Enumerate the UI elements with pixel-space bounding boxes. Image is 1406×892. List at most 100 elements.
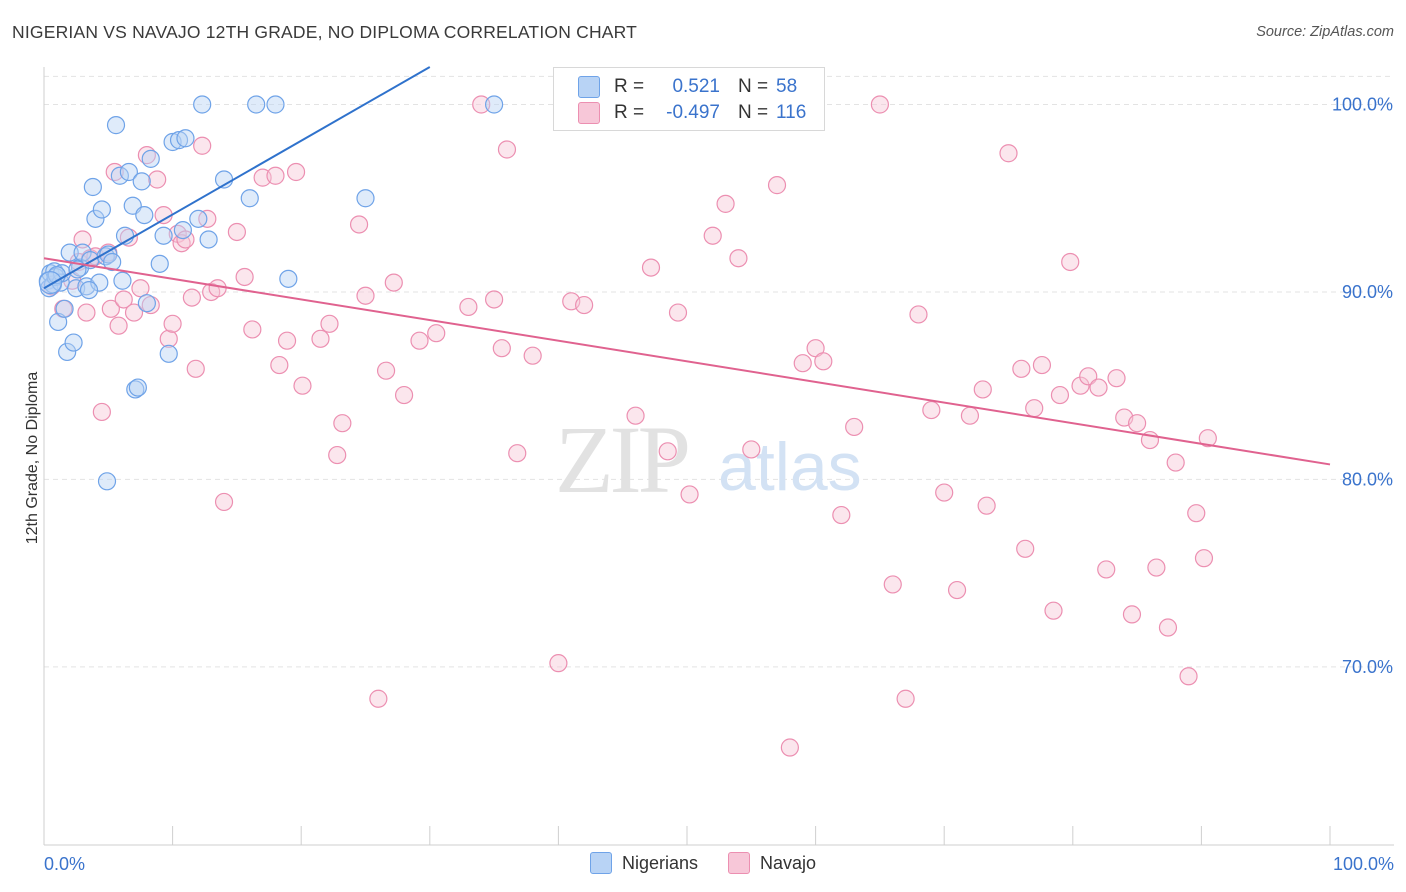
navajo-point: [935, 483, 954, 502]
nigerians-point: [150, 254, 169, 273]
navajo-point: [109, 316, 128, 335]
navajo-point: [883, 575, 902, 594]
navajo-point: [186, 359, 205, 378]
navajo-point: [703, 226, 722, 245]
nigerians-point: [240, 189, 259, 208]
navajo-point: [896, 689, 915, 708]
legend-item-nigerians[interactable]: Nigerians: [589, 852, 698, 874]
navajo-point: [658, 442, 677, 461]
nigerians-point: [103, 252, 122, 272]
navajo-point: [977, 496, 996, 515]
navajo-point: [716, 194, 735, 213]
legend-label-navajo: Navajo: [760, 852, 817, 873]
navajo-point: [208, 279, 227, 298]
nigerians-point: [189, 209, 208, 228]
axes: [43, 67, 1394, 846]
navajo-point: [182, 288, 201, 307]
navajo-point: [485, 290, 504, 309]
navajo-point: [729, 249, 748, 268]
nigerians-point: [86, 209, 105, 228]
navajo-point: [780, 738, 799, 757]
navajo-point: [114, 290, 133, 309]
navajo-point: [960, 406, 980, 425]
nigerians-point: [119, 162, 138, 182]
x-tick-labels: 0.0% 100.0%: [44, 854, 1394, 874]
nigerians-point: [73, 243, 92, 262]
nigerians-point: [126, 380, 145, 399]
chart-title: NIGERIAN VS NAVAJO 12TH GRADE, NO DIPLOM…: [12, 22, 638, 42]
legend-row-nigerians: R = 0.521 N = 58: [578, 75, 812, 99]
navajo-point: [349, 215, 369, 234]
source-label: Source: ZipAtlas.com: [1256, 24, 1394, 40]
navajo-point: [999, 144, 1018, 163]
stats-legend: R = 0.521 N = 58 R = -0.497 N = 116: [553, 67, 825, 131]
nigerians-point: [90, 273, 109, 292]
y-tick-label: 90.0%: [1342, 282, 1393, 302]
navajo-point: [973, 380, 992, 399]
navajo-point: [311, 329, 330, 348]
nigerians-point: [110, 166, 129, 185]
nigerians-point: [266, 95, 285, 114]
navajo-point: [870, 95, 890, 114]
navajo-point: [793, 354, 812, 373]
navajo-point: [767, 176, 787, 195]
nigerians-point: [38, 270, 63, 295]
legend-item-navajo[interactable]: Navajo: [728, 852, 816, 874]
navajo-point: [459, 297, 478, 317]
navajo-point: [641, 258, 661, 277]
nigerians-point: [106, 116, 126, 135]
navajo-point: [266, 166, 285, 185]
navajo-point: [626, 406, 645, 425]
navajo-point: [77, 303, 96, 322]
navajo-point: [1194, 549, 1214, 568]
navajo-point: [277, 331, 297, 350]
navajo-point: [227, 222, 246, 242]
navajo-point: [410, 331, 429, 350]
navajo-point: [1071, 376, 1090, 395]
nigerians-point: [137, 294, 156, 313]
navajo-swatch: [728, 852, 750, 874]
n-label: N =: [738, 102, 769, 123]
navajo-point: [1097, 560, 1116, 579]
nigerians-point: [199, 230, 218, 249]
navajo-point: [549, 654, 568, 673]
navajo-point: [159, 329, 178, 348]
nigerians-point: [356, 189, 375, 208]
navajo-point: [1127, 414, 1147, 433]
watermark: ZIP atlas: [555, 406, 862, 513]
navajo-point: [427, 324, 446, 343]
navajo-point: [1122, 605, 1142, 624]
x-ticks: [43, 826, 1331, 845]
navajo-point: [243, 320, 262, 339]
navajo-point: [328, 445, 347, 465]
navajo-point: [832, 505, 851, 525]
navajo-point: [376, 361, 396, 380]
nigerians-point: [83, 177, 102, 197]
nigerians-point: [485, 95, 504, 114]
watermark-atlas: atlas: [718, 429, 862, 505]
navajo-point: [193, 136, 212, 155]
navajo-point: [1198, 429, 1217, 448]
nigerians-point: [154, 226, 173, 245]
navajo-point: [492, 339, 511, 358]
nigerians-point: [55, 299, 74, 318]
n-label: N =: [738, 76, 769, 97]
navajo-point: [293, 376, 312, 395]
navajo-point: [333, 414, 352, 433]
nigerians-swatch: [578, 76, 600, 98]
navajo-point: [124, 303, 144, 322]
navajo-point: [1025, 399, 1044, 418]
y-axis-title: 12th Grade, No Diploma: [24, 371, 41, 545]
nigerians-point: [79, 280, 99, 300]
navajo-point: [575, 295, 594, 315]
navajo-point: [1012, 359, 1031, 378]
legend-label-nigerians: Nigerians: [621, 852, 698, 873]
navajo-point: [668, 303, 688, 322]
nigerians-point: [97, 472, 117, 491]
nigerians-point: [132, 172, 151, 191]
r-value: 0.521: [672, 76, 720, 97]
navajo-point: [148, 170, 167, 189]
nigerians-point: [113, 271, 132, 290]
navajo-swatch: [578, 102, 600, 124]
